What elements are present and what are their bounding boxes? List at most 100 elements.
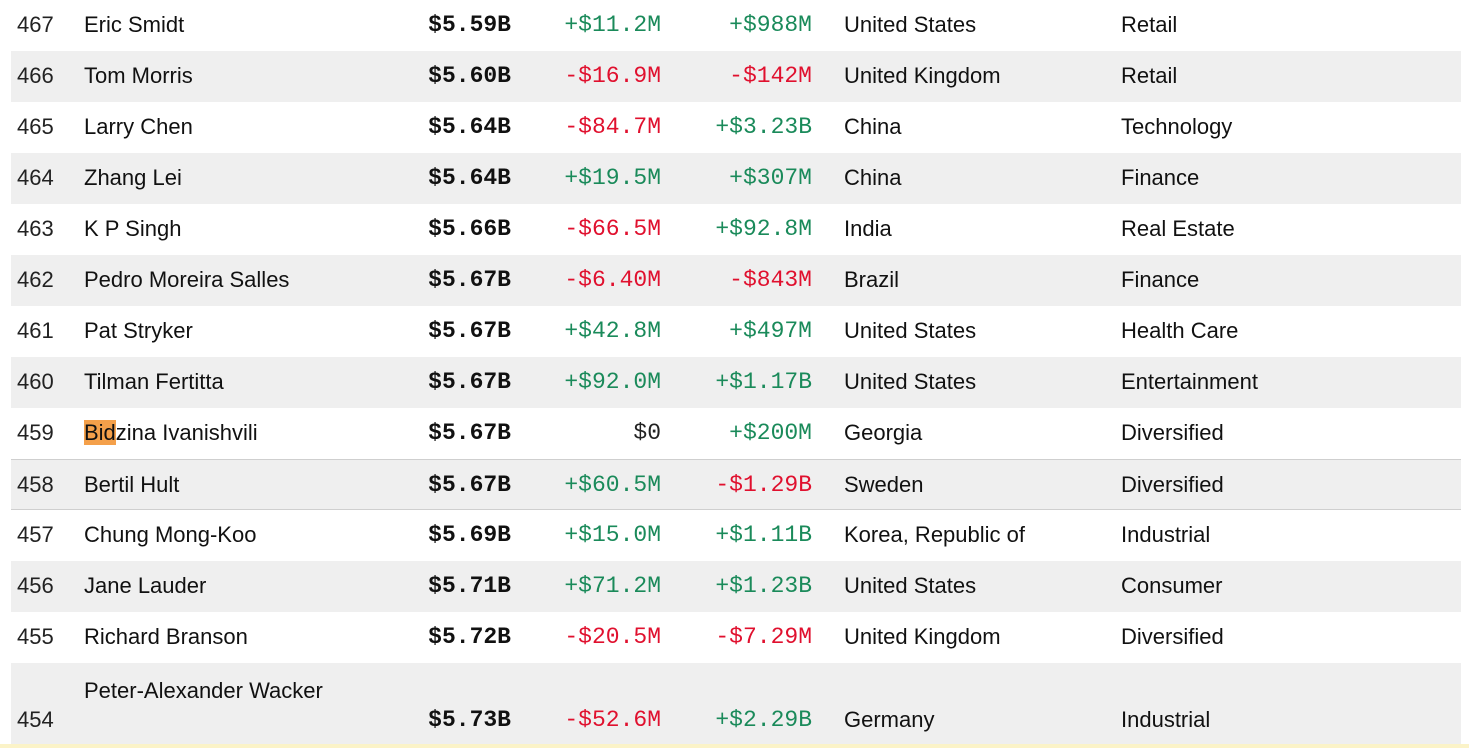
- name-link[interactable]: Bidzina Ivanishvili: [84, 420, 258, 446]
- ytd-change-cell: +$1.17B: [715, 369, 812, 395]
- last-change-cell: -$16.9M: [564, 63, 661, 89]
- ytd-change-cell: +$988M: [729, 12, 812, 38]
- table-row[interactable]: 465 Larry Chen $5.64B -$84.7M +$3.23B Ch…: [11, 102, 1461, 153]
- last-change-cell: +$15.0M: [564, 522, 661, 548]
- table-row[interactable]: 460 Tilman Fertitta $5.67B +$92.0M +$1.1…: [11, 357, 1461, 408]
- name-link[interactable]: Larry Chen: [84, 114, 193, 139]
- industry-cell: Diversified: [1121, 472, 1224, 497]
- country-cell: China: [844, 114, 902, 139]
- country-cell: United States: [844, 12, 977, 37]
- net-worth-cell: $5.67B: [428, 369, 511, 395]
- last-change-cell: $0: [633, 420, 661, 446]
- last-change-cell: -$20.5M: [564, 624, 661, 650]
- footer-divider: [0, 744, 1469, 748]
- last-change-cell: +$19.5M: [564, 165, 661, 191]
- name-link[interactable]: Tilman Fertitta: [84, 369, 224, 394]
- name-link[interactable]: Pedro Moreira Salles: [84, 267, 290, 292]
- rank-cell: 462: [17, 267, 54, 292]
- industry-cell: Industrial: [1121, 707, 1211, 732]
- ytd-change-cell: +$92.8M: [715, 216, 812, 242]
- industry-cell: Consumer: [1121, 573, 1223, 598]
- table-row[interactable]: 464 Zhang Lei $5.64B +$19.5M +$307M Chin…: [11, 153, 1461, 204]
- table-row[interactable]: 457 Chung Mong-Koo $5.69B +$15.0M +$1.11…: [11, 510, 1461, 561]
- country-cell: Germany: [844, 707, 935, 732]
- ytd-change-cell: +$307M: [729, 165, 812, 191]
- table-row[interactable]: 463 K P Singh $5.66B -$66.5M +$92.8M Ind…: [11, 204, 1461, 255]
- net-worth-cell: $5.67B: [428, 420, 511, 446]
- rank-cell: 467: [17, 12, 54, 37]
- billionaires-table: 467 Eric Smidt $5.59B +$11.2M +$988M Uni…: [11, 0, 1461, 747]
- ytd-change-cell: +$200M: [729, 420, 812, 446]
- last-change-cell: +$60.5M: [564, 472, 661, 498]
- country-cell: United Kingdom: [844, 63, 1001, 88]
- name-link[interactable]: Tom Morris: [84, 63, 193, 88]
- table-row[interactable]: 454 Peter-Alexander Wacker $5.73B -$52.6…: [11, 663, 1461, 747]
- ytd-change-cell: -$843M: [729, 267, 812, 293]
- ytd-change-cell: +$1.23B: [715, 573, 812, 599]
- name-link[interactable]: Richard Branson: [84, 624, 248, 649]
- rank-cell: 454: [17, 707, 54, 732]
- last-change-cell: +$92.0M: [564, 369, 661, 395]
- last-change-cell: -$66.5M: [564, 216, 661, 242]
- ytd-change-cell: +$3.23B: [715, 114, 812, 140]
- net-worth-cell: $5.69B: [428, 522, 511, 548]
- ytd-change-cell: -$7.29M: [715, 624, 812, 650]
- country-cell: India: [844, 216, 892, 241]
- rank-cell: 455: [17, 624, 54, 649]
- ytd-change-cell: +$497M: [729, 318, 812, 344]
- net-worth-cell: $5.67B: [428, 267, 511, 293]
- net-worth-cell: $5.67B: [428, 472, 511, 498]
- country-cell: Georgia: [844, 420, 923, 445]
- ytd-change-cell: -$142M: [729, 63, 812, 89]
- country-cell: Brazil: [844, 267, 900, 292]
- country-cell: United States: [844, 369, 977, 394]
- name-link[interactable]: Zhang Lei: [84, 165, 182, 190]
- name-link[interactable]: Chung Mong-Koo: [84, 522, 257, 547]
- rank-cell: 459: [17, 420, 54, 445]
- ytd-change-cell: +$1.11B: [715, 522, 812, 548]
- rank-cell: 460: [17, 369, 54, 394]
- last-change-cell: +$11.2M: [564, 12, 661, 38]
- industry-cell: Industrial: [1121, 522, 1211, 547]
- rank-cell: 465: [17, 114, 54, 139]
- net-worth-cell: $5.72B: [428, 624, 511, 650]
- name-link[interactable]: Pat Stryker: [84, 318, 193, 343]
- last-change-cell: -$84.7M: [564, 114, 661, 140]
- country-cell: Sweden: [844, 472, 924, 497]
- industry-cell: Diversified: [1121, 420, 1224, 445]
- industry-cell: Diversified: [1121, 624, 1224, 649]
- rank-cell: 463: [17, 216, 54, 241]
- table-row[interactable]: 467 Eric Smidt $5.59B +$11.2M +$988M Uni…: [11, 0, 1461, 51]
- country-cell: United States: [844, 573, 977, 598]
- table-row[interactable]: 466 Tom Morris $5.60B -$16.9M -$142M Uni…: [11, 51, 1461, 102]
- net-worth-cell: $5.64B: [428, 165, 511, 191]
- country-cell: China: [844, 165, 902, 190]
- table-row[interactable]: 461 Pat Stryker $5.67B +$42.8M +$497M Un…: [11, 306, 1461, 357]
- last-change-cell: -$52.6M: [564, 707, 661, 733]
- rank-cell: 466: [17, 63, 54, 88]
- table-row[interactable]: 462 Pedro Moreira Salles $5.67B -$6.40M …: [11, 255, 1461, 306]
- net-worth-cell: $5.67B: [428, 318, 511, 344]
- net-worth-cell: $5.71B: [428, 573, 511, 599]
- net-worth-cell: $5.60B: [428, 63, 511, 89]
- country-cell: Korea, Republic of: [844, 522, 1025, 547]
- name-link[interactable]: K P Singh: [84, 216, 182, 241]
- table-row[interactable]: 459 Bidzina Ivanishvili $5.67B $0 +$200M…: [11, 408, 1461, 459]
- rank-cell: 458: [17, 472, 54, 497]
- search-match-highlight: Bid: [84, 420, 116, 445]
- rank-cell: 456: [17, 573, 54, 598]
- name-link[interactable]: Eric Smidt: [84, 12, 185, 37]
- industry-cell: Finance: [1121, 267, 1200, 292]
- name-link[interactable]: Bertil Hult: [84, 472, 180, 497]
- name-rest: zina Ivanishvili: [115, 420, 258, 445]
- industry-cell: Real Estate: [1121, 216, 1235, 241]
- last-change-cell: +$42.8M: [564, 318, 661, 344]
- name-link[interactable]: Jane Lauder: [84, 573, 207, 598]
- rank-cell: 464: [17, 165, 54, 190]
- industry-cell: Health Care: [1121, 318, 1239, 343]
- table-row[interactable]: 455 Richard Branson $5.72B -$20.5M -$7.2…: [11, 612, 1461, 663]
- name-link[interactable]: Peter-Alexander Wacker: [84, 678, 323, 703]
- table-row[interactable]: 456 Jane Lauder $5.71B +$71.2M +$1.23B U…: [11, 561, 1461, 612]
- table-row[interactable]: 458 Bertil Hult $5.67B +$60.5M -$1.29B S…: [11, 459, 1461, 510]
- industry-cell: Retail: [1121, 12, 1178, 37]
